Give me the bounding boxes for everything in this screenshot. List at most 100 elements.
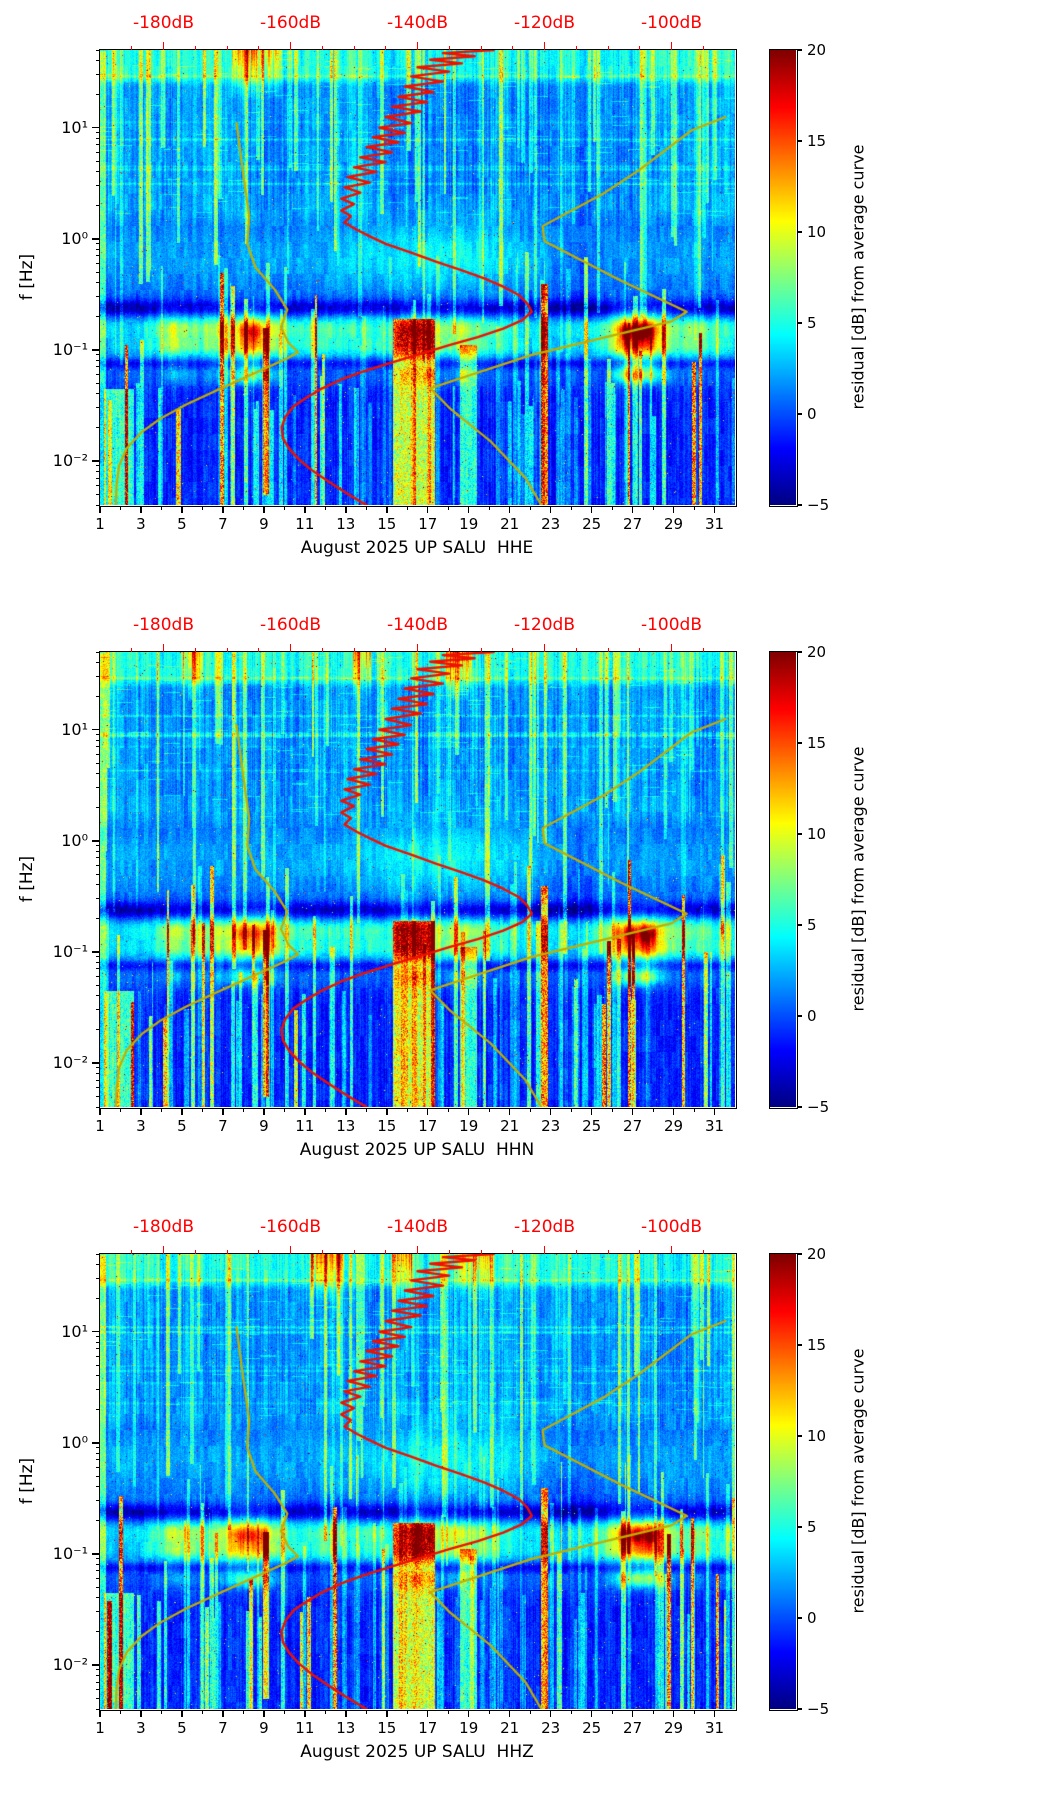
colorbar-canvas bbox=[770, 652, 796, 1107]
colorbar-tick-label: 5 bbox=[807, 313, 817, 332]
y-axis-title: f [Hz] bbox=[17, 1457, 37, 1505]
x-axis-tick-label: 29 bbox=[664, 1719, 684, 1737]
x-axis-tick-label: 27 bbox=[623, 1719, 643, 1737]
x-axis-minor-tick bbox=[570, 1710, 572, 1714]
y-axis-minor-tick bbox=[95, 1073, 100, 1075]
y-axis-minor-tick bbox=[95, 360, 100, 362]
colorbar-title: residual [dB] from average curve bbox=[848, 1348, 868, 1614]
top-axis-minor-tick bbox=[321, 647, 323, 652]
top-axis-minor-tick bbox=[512, 647, 514, 652]
x-axis-tick-label: 5 bbox=[177, 1719, 187, 1737]
top-axis-major-tick bbox=[670, 42, 673, 50]
y-axis-minor-tick bbox=[95, 49, 100, 51]
x-axis-tick-label: 27 bbox=[623, 515, 643, 533]
y-axis-major-tick bbox=[92, 1442, 100, 1444]
top-axis-minor-tick bbox=[639, 45, 641, 50]
x-axis-major-tick bbox=[345, 506, 347, 513]
top-axis-minor-tick bbox=[480, 45, 482, 50]
y-axis-minor-tick bbox=[95, 968, 100, 970]
y-axis-minor-tick bbox=[95, 1264, 100, 1266]
x-axis-major-tick bbox=[467, 1710, 470, 1717]
x-axis-major-tick bbox=[386, 506, 388, 513]
x-axis-tick-label: 23 bbox=[541, 1719, 561, 1737]
x-axis-major-tick bbox=[181, 1108, 183, 1115]
y-axis-minor-tick bbox=[95, 739, 100, 741]
top-axis-major-tick bbox=[289, 644, 292, 652]
x-axis-minor-tick bbox=[570, 506, 572, 510]
y-axis-minor-tick bbox=[95, 151, 100, 153]
x-axis-tick-label: 9 bbox=[259, 515, 269, 533]
x-axis-minor-tick bbox=[652, 1108, 654, 1112]
colorbar-tick bbox=[797, 1526, 802, 1528]
x-axis-tick-label: 1 bbox=[95, 1117, 105, 1135]
y-axis-minor-tick bbox=[95, 144, 100, 146]
top-axis-minor-tick bbox=[607, 647, 609, 652]
y-axis-minor-tick bbox=[95, 1253, 100, 1255]
y-axis-minor-tick bbox=[95, 1009, 100, 1011]
x-axis-tick-label: 31 bbox=[704, 1719, 725, 1737]
x-axis-tick-label: 3 bbox=[136, 515, 146, 533]
top-axis-minor-tick bbox=[385, 647, 387, 652]
y-axis-minor-tick bbox=[95, 734, 100, 736]
y-axis-major-tick bbox=[92, 1062, 100, 1064]
x-axis-major-tick bbox=[590, 1108, 593, 1115]
colorbar-tick bbox=[797, 231, 802, 233]
y-axis-minor-tick bbox=[95, 382, 100, 384]
top-axis-minor-tick bbox=[226, 647, 228, 652]
x-axis-tick-label: 5 bbox=[177, 515, 187, 533]
x-axis-major-tick bbox=[549, 506, 552, 513]
x-axis-minor-tick bbox=[201, 1108, 203, 1112]
y-axis-minor-tick bbox=[95, 1086, 100, 1088]
y-axis-minor-tick bbox=[95, 315, 100, 317]
x-axis-major-tick bbox=[508, 1108, 511, 1115]
y-axis-tick-label: 10⁻² bbox=[52, 451, 88, 471]
x-axis-major-tick bbox=[426, 1710, 429, 1717]
top-axis-major-tick bbox=[162, 644, 165, 652]
x-axis-major-tick bbox=[181, 506, 183, 513]
y-axis-minor-tick bbox=[95, 917, 100, 919]
y-axis-minor-tick bbox=[95, 651, 100, 653]
x-axis-minor-tick bbox=[201, 1710, 203, 1714]
y-axis-minor-tick bbox=[95, 493, 100, 495]
y-axis-minor-tick bbox=[95, 806, 100, 808]
y-axis-tick-label: 10⁻¹ bbox=[52, 1543, 88, 1563]
y-axis-minor-tick bbox=[95, 1570, 100, 1572]
top-axis-minor-tick bbox=[353, 1249, 355, 1254]
x-axis-minor-tick bbox=[283, 1710, 285, 1714]
colorbar-tick bbox=[797, 49, 802, 51]
y-axis-minor-tick bbox=[95, 255, 100, 257]
colorbar-tick-label: 0 bbox=[807, 1608, 817, 1627]
colorbar-tick bbox=[797, 742, 802, 744]
top-axis-minor-tick bbox=[575, 647, 577, 652]
y-axis-minor-tick bbox=[95, 1630, 100, 1632]
y-axis-minor-tick bbox=[95, 137, 100, 139]
top-axis-minor-tick bbox=[194, 45, 196, 50]
colorbar-tick-label: −5 bbox=[807, 1097, 830, 1116]
y-axis-major-tick bbox=[92, 951, 100, 953]
top-axis-minor-tick bbox=[194, 647, 196, 652]
top-axis-tick-label: -160dB bbox=[259, 13, 322, 33]
colorbar-tick bbox=[797, 140, 802, 142]
x-axis-major-tick bbox=[99, 1710, 101, 1717]
y-axis-minor-tick bbox=[95, 1697, 100, 1699]
x-axis-tick-label: 5 bbox=[177, 1117, 187, 1135]
x-axis-tick-label: 15 bbox=[377, 1719, 397, 1737]
y-axis-minor-tick bbox=[95, 662, 100, 664]
top-axis-tick-label: -100dB bbox=[640, 1217, 703, 1237]
x-axis-tick-label: 25 bbox=[582, 1719, 602, 1737]
top-axis-major-tick bbox=[289, 1246, 292, 1254]
y-axis-major-tick bbox=[92, 1330, 100, 1333]
x-axis-tick-label: 23 bbox=[541, 515, 561, 533]
y-axis-minor-tick bbox=[95, 1519, 100, 1521]
x-axis-major-tick bbox=[99, 1108, 101, 1115]
y-axis-minor-tick bbox=[95, 962, 100, 964]
y-axis-minor-tick bbox=[95, 1447, 100, 1449]
top-axis-minor-tick bbox=[258, 647, 260, 652]
y-axis-major-tick bbox=[92, 460, 100, 462]
x-axis-major-tick bbox=[508, 1710, 511, 1717]
x-axis-major-tick bbox=[549, 1710, 552, 1717]
y-axis-minor-tick bbox=[95, 1459, 100, 1461]
ticks-layer: -180dB -160dB -140dB -120dB -100dB 1 3 5 7 9 11 13 1… bbox=[0, 602, 1052, 1204]
y-axis-minor-tick bbox=[95, 262, 100, 264]
y-axis-minor-tick bbox=[95, 426, 100, 428]
